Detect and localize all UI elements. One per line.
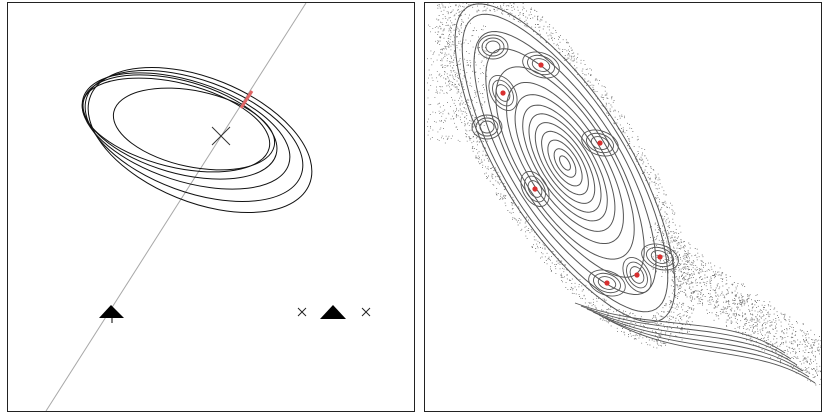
island-curve [479, 120, 495, 134]
island-curve [527, 180, 543, 198]
island-curve [646, 246, 674, 268]
invariant-curve [514, 94, 616, 232]
orbit-loop [81, 72, 291, 190]
island-chains [471, 34, 816, 384]
island-curve [527, 54, 555, 76]
island-curve [475, 117, 499, 137]
island-curve [650, 250, 670, 264]
invariant-curve [541, 130, 589, 196]
island-curve [593, 272, 621, 294]
tail-filament [586, 308, 798, 366]
section-intersection-highlight [239, 90, 254, 109]
orbit-plot [45, 3, 371, 411]
island-curve [477, 34, 509, 60]
island-curve [520, 171, 550, 207]
island-curve [597, 276, 617, 290]
invariant-curve [528, 113, 602, 213]
island-curve [495, 84, 511, 102]
invariant-curve [473, 30, 657, 296]
triangle-marker-left-icon [99, 305, 124, 323]
periodic-point [604, 280, 610, 286]
periodic-point [532, 186, 538, 192]
island-curve [488, 75, 518, 111]
island-curve [626, 261, 648, 289]
invariant-curve [547, 139, 583, 187]
island-curve [492, 79, 514, 107]
invariant-curve [461, 13, 669, 313]
island-curve [581, 129, 619, 157]
right-poincare-panel [424, 2, 822, 412]
periodic-point [657, 254, 663, 260]
periodic-point [634, 272, 640, 278]
island-curve [641, 243, 679, 271]
periodic-point [500, 90, 506, 96]
cross-marker-right-a-icon [297, 307, 307, 317]
orbit-loop [112, 87, 276, 171]
periodic-points [500, 62, 663, 286]
orbit-loops [81, 66, 313, 214]
invariant-curve [506, 82, 624, 244]
orbit-loop [84, 70, 304, 202]
invariant-curve [485, 48, 645, 278]
island-curve [485, 40, 501, 54]
invariant-curve [522, 104, 608, 222]
poincare-section-plot [427, 3, 821, 386]
tail-filament [604, 317, 816, 384]
island-curve [471, 114, 503, 140]
island-curve [586, 132, 614, 154]
island-curve [629, 266, 645, 284]
island-curve [522, 51, 560, 79]
tail-filament [574, 302, 786, 354]
tail-filament [598, 314, 810, 378]
invariant-curve [553, 148, 577, 178]
periodic-point [597, 140, 603, 146]
invariant-curve [534, 122, 596, 204]
left-orbit-panel [7, 2, 415, 412]
orbit-loop [87, 66, 313, 214]
section-line [45, 3, 307, 411]
cross-marker-right-b-icon [361, 307, 371, 317]
island-curve [588, 269, 626, 297]
orbit-loop [82, 74, 278, 180]
highlight-segment [239, 90, 254, 109]
island-curve [524, 175, 546, 203]
fixed-point-cross-icon [211, 126, 231, 146]
invariant-curve [495, 66, 635, 260]
tail-filament [592, 311, 804, 372]
triangle-marker-right-icon [320, 305, 346, 319]
tail-filament [580, 305, 792, 360]
island-curve [481, 37, 505, 57]
island-curve [590, 136, 610, 150]
invariant-curves [454, 3, 676, 323]
periodic-point [538, 62, 544, 68]
invariant-curve [454, 3, 676, 323]
invariant-curve [559, 155, 571, 171]
island-curve [622, 257, 652, 293]
island-curve [531, 58, 551, 72]
